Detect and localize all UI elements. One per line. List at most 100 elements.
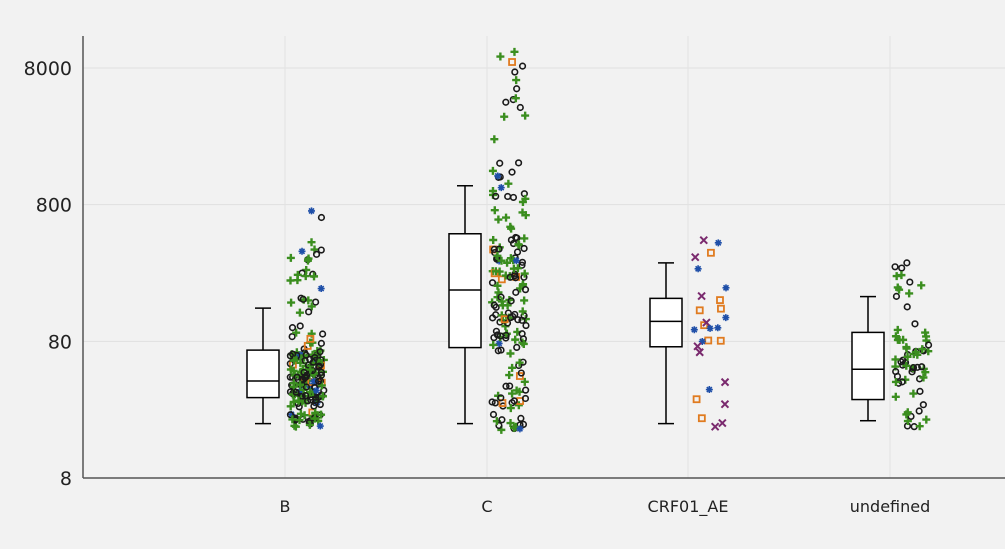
plus-marker: [293, 270, 302, 279]
x-tick-label: undefined: [850, 497, 931, 516]
plus-marker: [891, 355, 900, 364]
plus-marker: [919, 373, 928, 382]
plus-marker: [494, 215, 503, 224]
plus-marker: [307, 302, 316, 311]
plus-marker: [520, 296, 529, 305]
circle-marker: [510, 397, 518, 405]
plus-marker: [512, 76, 521, 85]
circle-marker: [522, 321, 530, 330]
plus-marker: [286, 365, 295, 374]
plus-marker: [317, 410, 326, 419]
circle-marker: [301, 391, 310, 400]
plus-marker: [509, 264, 518, 273]
plus-marker: [520, 269, 529, 278]
box-CRF01_AE: [649, 262, 683, 425]
plus-marker: [891, 377, 900, 386]
circle-marker: [495, 421, 503, 430]
cross-marker: [691, 252, 700, 262]
square-marker: [707, 248, 715, 257]
plus-marker: [511, 335, 520, 344]
box-undefined: [851, 295, 885, 422]
y-tick-label: 8000: [24, 58, 72, 80]
circle-marker: [286, 352, 295, 360]
plus-marker: [515, 387, 524, 396]
y-tick-label: 800: [36, 195, 72, 217]
star-marker: [497, 184, 505, 192]
circle-marker: [296, 322, 304, 330]
plus-marker: [286, 276, 295, 285]
axes: [82, 36, 1005, 479]
circle-marker: [518, 316, 526, 324]
circle-marker: [513, 248, 522, 256]
circle-marker: [494, 347, 502, 355]
plus-marker: [318, 392, 327, 401]
box-body: [851, 331, 885, 401]
circle-marker: [517, 414, 525, 422]
star-marker: [694, 265, 702, 273]
plus-marker: [917, 281, 926, 290]
plus-marker: [909, 389, 918, 398]
circle-marker: [514, 159, 523, 167]
circle-marker: [317, 339, 325, 347]
circle-marker: [516, 103, 524, 112]
circle-marker: [317, 213, 326, 222]
square-marker: [700, 321, 709, 330]
plus-marker: [902, 410, 911, 419]
plus-marker: [500, 112, 509, 121]
circle-marker: [906, 278, 914, 286]
circle-marker: [898, 264, 906, 272]
cross-marker: [695, 348, 704, 357]
plus-marker: [305, 420, 314, 429]
cross-marker: [720, 377, 730, 387]
plus-marker: [521, 194, 530, 203]
plus-marker: [502, 213, 511, 222]
plus-marker: [893, 325, 902, 334]
plus-marker: [915, 422, 924, 431]
plus-marker: [295, 416, 304, 425]
star-marker: [494, 172, 502, 180]
x-tick-label: B: [280, 497, 291, 516]
plus-marker: [506, 404, 515, 413]
plus-marker: [905, 289, 914, 298]
plus-marker: [911, 348, 920, 357]
box-body: [246, 349, 280, 399]
square-marker: [704, 336, 713, 345]
circle-marker: [286, 411, 295, 419]
circle-marker: [913, 363, 921, 371]
circle-marker: [518, 62, 527, 70]
plus-marker: [893, 335, 902, 344]
circle-marker: [302, 383, 311, 391]
plus-marker: [488, 166, 497, 175]
circle-marker: [305, 308, 313, 316]
circle-marker: [522, 386, 530, 394]
star-marker: [495, 339, 503, 347]
circle-marker: [502, 98, 510, 106]
circle-marker: [521, 394, 530, 403]
circle-marker: [317, 246, 325, 254]
plus-marker: [504, 179, 513, 188]
plus-marker: [290, 356, 299, 365]
star-marker: [705, 386, 713, 394]
plus-marker: [288, 415, 297, 424]
plus-marker: [490, 135, 499, 144]
cross-marker: [718, 418, 727, 428]
star-marker: [690, 326, 698, 334]
plus-marker: [891, 392, 900, 401]
plus-marker: [493, 281, 502, 290]
star-marker: [308, 207, 316, 215]
plus-marker: [918, 345, 927, 354]
circle-marker: [492, 192, 500, 200]
circle-marker: [315, 377, 323, 385]
plus-marker: [506, 349, 515, 358]
data-points: [286, 47, 933, 434]
circle-marker: [892, 292, 901, 300]
plus-marker: [497, 256, 506, 265]
plus-marker: [521, 211, 530, 220]
circle-marker: [911, 320, 919, 328]
circle-marker: [312, 298, 320, 306]
plus-marker: [505, 371, 514, 380]
plus-marker: [303, 256, 312, 265]
circle-marker: [488, 398, 496, 406]
circle-marker: [307, 396, 315, 404]
